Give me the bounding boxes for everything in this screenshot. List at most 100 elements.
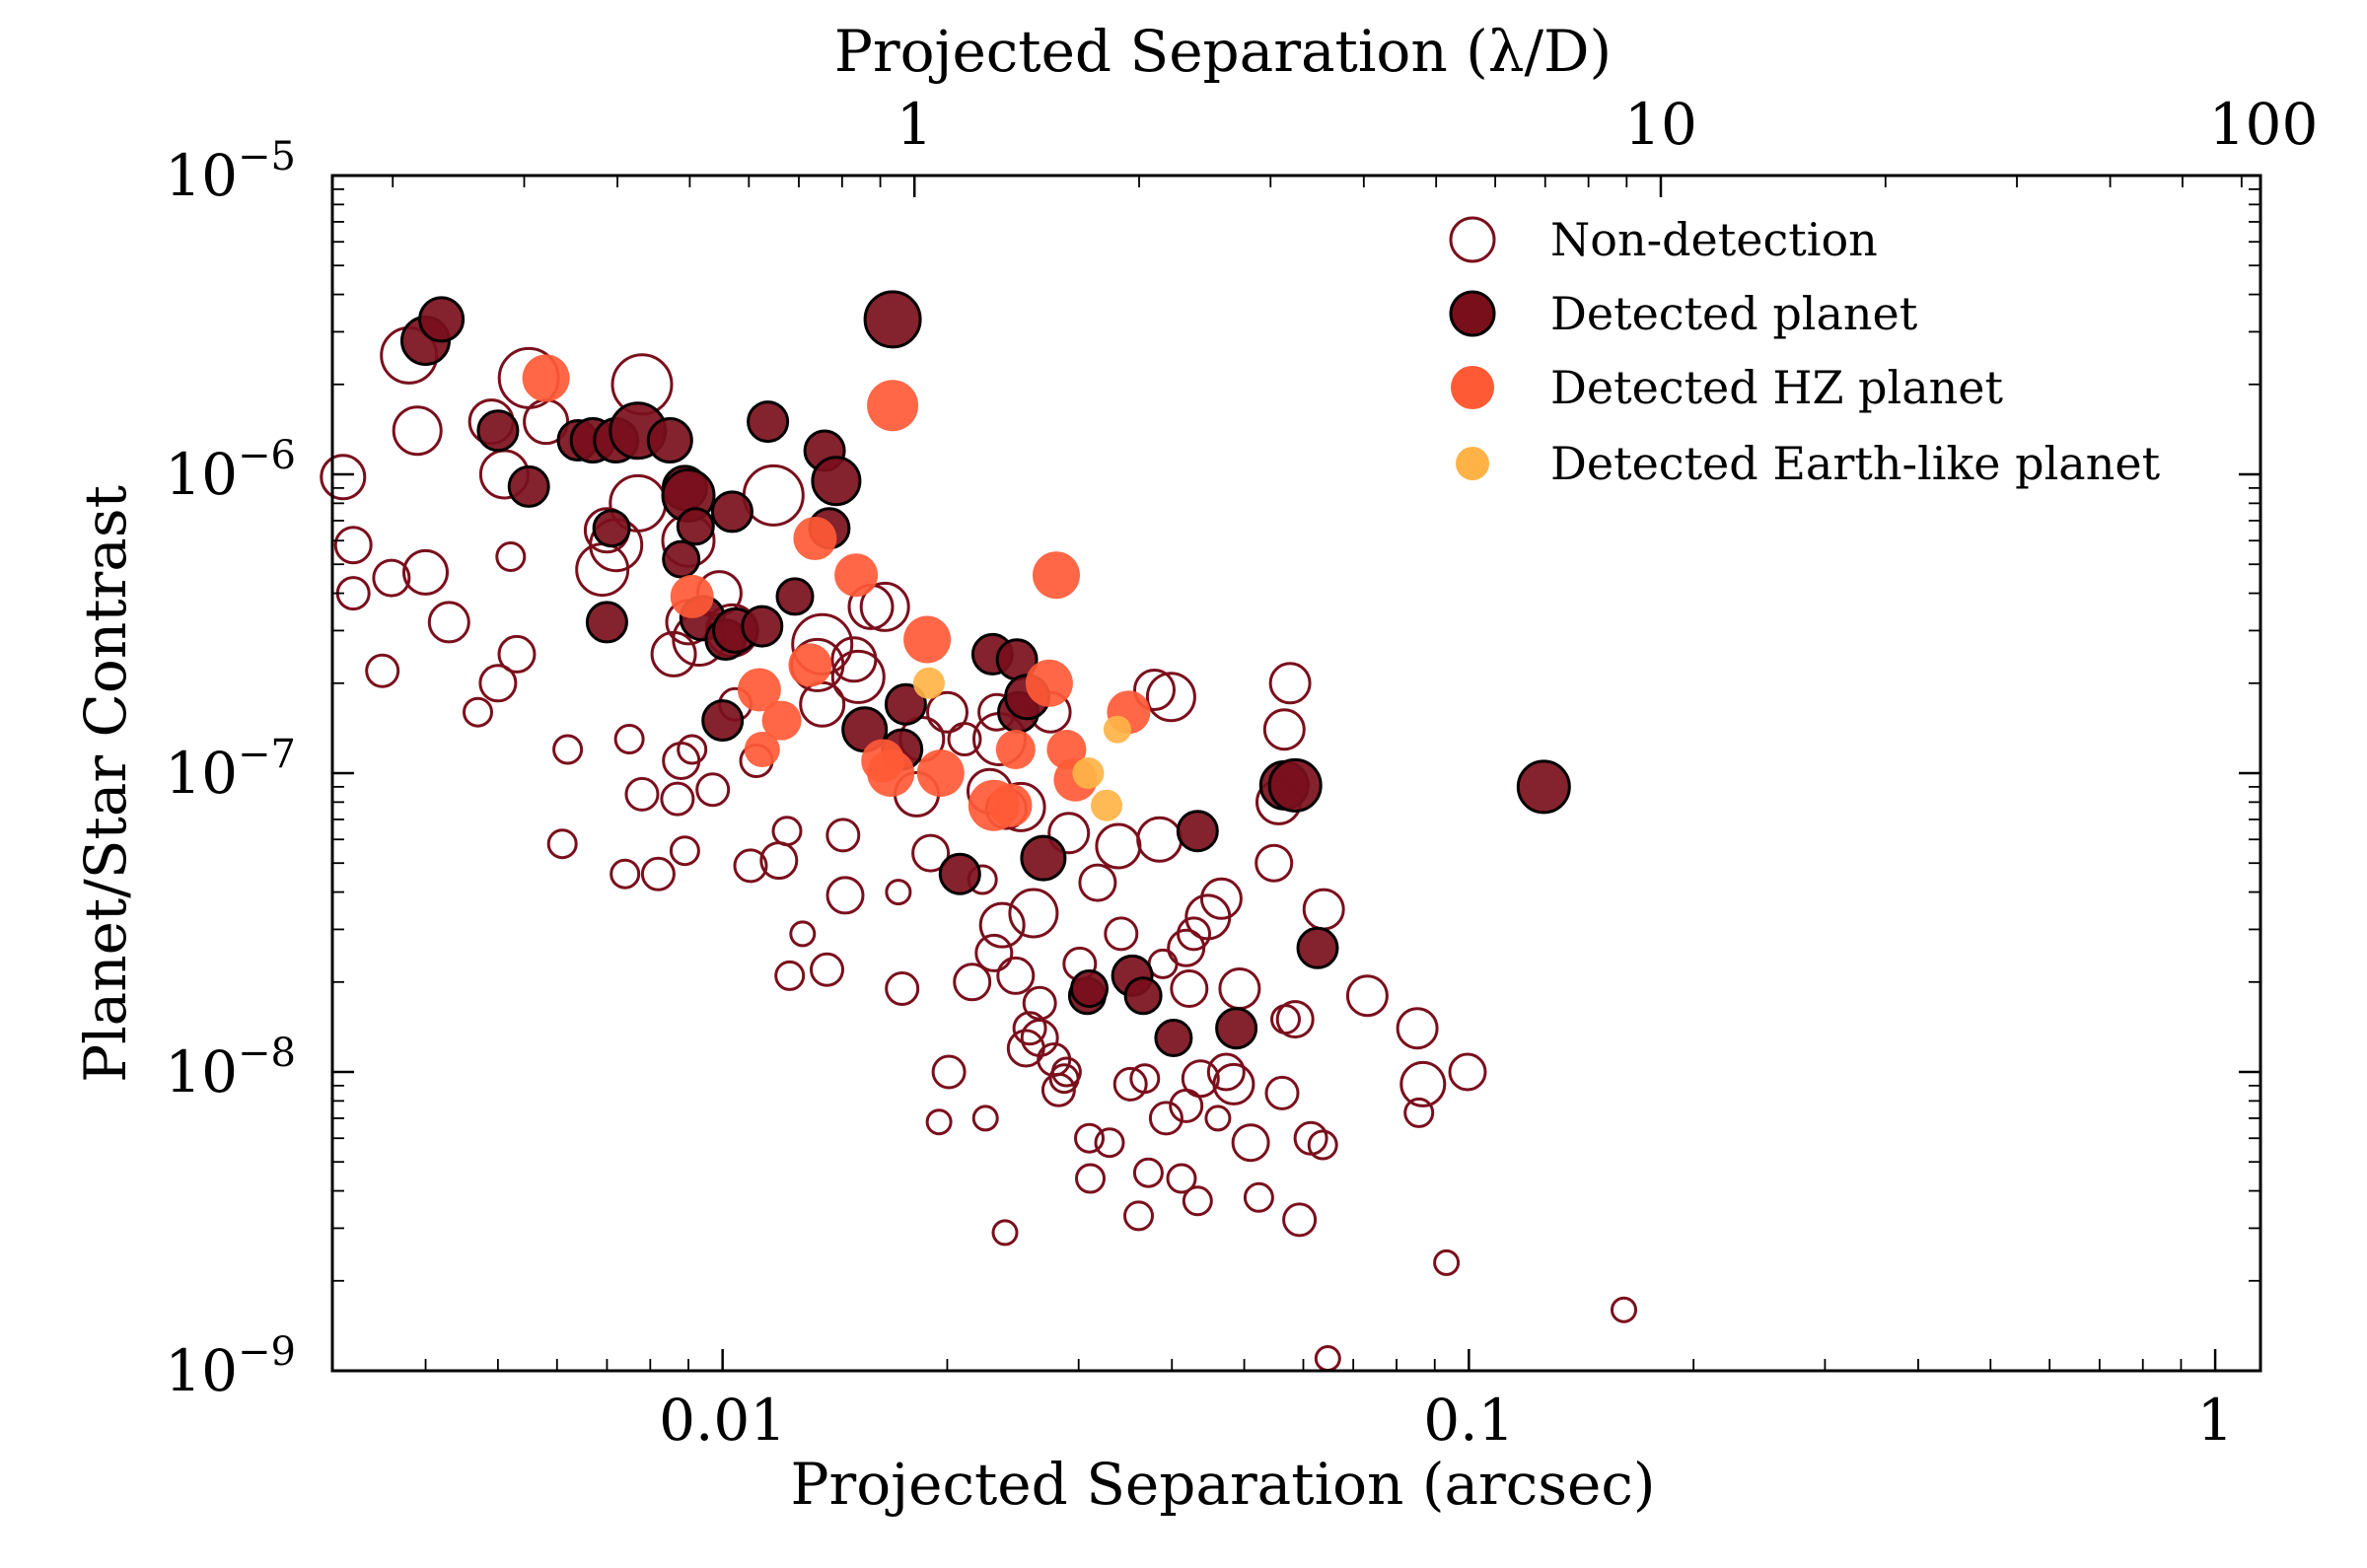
non-detection-point — [640, 856, 676, 891]
detected-planet-point — [1123, 976, 1163, 1016]
detected-planet-point — [476, 409, 520, 453]
detected-planet-point — [863, 290, 922, 349]
non-detection-point — [546, 828, 578, 860]
non-detection-point — [372, 558, 411, 598]
legend-marker — [1449, 290, 1496, 337]
non-detection-point — [1074, 1122, 1105, 1154]
non-detection-point — [1104, 916, 1139, 952]
non-detection-point — [825, 876, 865, 915]
x2-tick-label: 10 — [1624, 91, 1697, 158]
non-detection-point — [1433, 1248, 1461, 1276]
non-detection-point — [495, 541, 527, 572]
non-detection-point — [1012, 1011, 1047, 1046]
non-detection-point — [1268, 662, 1312, 705]
detected-planet-point — [585, 601, 628, 644]
non-detection-point — [613, 724, 645, 754]
non-detection-point — [1218, 967, 1261, 1010]
detected-planet-point — [1154, 1019, 1193, 1057]
detected-planet-point — [938, 852, 981, 895]
non-detection-point — [624, 776, 660, 812]
non-detection-point — [1133, 669, 1176, 711]
detected-planet-point — [592, 509, 631, 548]
non-detection-point — [931, 1054, 967, 1090]
non-detection-point — [1008, 888, 1059, 939]
non-detection-point — [662, 742, 701, 780]
non-detection-point — [402, 548, 449, 596]
non-detection-point — [1078, 863, 1117, 902]
non-detection-point — [771, 816, 803, 847]
non-detection-point — [1148, 1101, 1184, 1136]
non-detection-point — [1399, 1060, 1447, 1107]
labels-layer: Projected Separation (arcsec) Projected … — [72, 18, 1655, 1518]
detected-hz-planet-point — [522, 354, 570, 402]
non-detection-point — [926, 690, 968, 734]
non-detection-point — [1166, 1163, 1197, 1194]
non-detection-point — [1396, 1007, 1439, 1050]
detected-planet-point — [701, 699, 745, 743]
legend-marker — [1456, 447, 1489, 480]
non-detection-point — [971, 1105, 999, 1132]
detected-hz-planet-point — [995, 730, 1036, 769]
x2-axis-label: Projected Separation (λ/D) — [834, 18, 1612, 85]
non-detection-point — [1177, 916, 1211, 952]
detected-planet-point — [811, 456, 862, 507]
detected-planet-point — [1516, 759, 1571, 815]
non-detection-point — [392, 405, 443, 457]
non-detection-point — [1040, 1072, 1076, 1107]
detected-earth-like-planet-point — [912, 667, 945, 699]
non-detection-point — [1302, 888, 1345, 931]
x-tick-label: 0.01 — [659, 1387, 786, 1454]
detected-hz-planet-point — [761, 700, 802, 741]
detected-hz-planet-point — [903, 615, 952, 664]
x-tick-label: 1 — [2197, 1387, 2234, 1454]
non-detection-point — [660, 781, 695, 817]
non-detection-point — [953, 962, 992, 1002]
legend-marker — [1449, 216, 1496, 263]
non-detection-point — [974, 933, 1014, 972]
non-detection-point — [825, 818, 861, 853]
non-detection-point — [1112, 1066, 1148, 1102]
non-detection-point — [1094, 1127, 1125, 1159]
non-detection-point — [1448, 1052, 1487, 1092]
detected-hz-planet-point — [744, 732, 780, 767]
non-detection-point — [463, 696, 493, 728]
detected-hz-planet-point — [793, 517, 837, 560]
non-detection-point — [774, 960, 806, 991]
detected-hz-planet-point — [988, 783, 1033, 827]
detected-planet-point — [662, 539, 701, 579]
non-detection-point — [1182, 1185, 1213, 1217]
y-tick-label: 10−6 — [165, 433, 296, 508]
non-detection-point — [1047, 812, 1091, 855]
non-detection-point — [1095, 822, 1142, 870]
non-detection-point — [1255, 843, 1294, 883]
non-detection-point — [1132, 1157, 1164, 1188]
detected-hz-planet-point — [867, 380, 919, 432]
non-detection-point — [1243, 1181, 1274, 1213]
detected-planet-point — [676, 507, 715, 546]
non-detection-point — [1212, 1062, 1255, 1105]
non-detection-point — [1262, 708, 1306, 751]
non-detection-point — [1206, 1052, 1246, 1092]
non-detection-point — [695, 772, 731, 808]
non-detection-point — [1129, 1063, 1161, 1095]
non-detection-point — [830, 649, 886, 704]
y-axis-label: Planet/Star Contrast — [72, 485, 139, 1083]
detected-hz-planet-point — [834, 553, 879, 598]
non-detection-point — [1170, 969, 1209, 1008]
y-tick-label: 10−7 — [165, 732, 296, 807]
legend: Non-detection Detected planet Detected HZ … — [1449, 213, 2161, 490]
non-detection-point — [978, 901, 1026, 949]
detected-hz-planet-point — [737, 668, 781, 712]
non-detection-point — [1136, 816, 1184, 863]
detected-planet-point — [507, 464, 550, 508]
non-detection-point — [925, 1108, 953, 1136]
detected-earth-like-planet-point — [1091, 789, 1122, 821]
non-detection-point — [552, 734, 584, 765]
non-detection-point — [365, 653, 400, 688]
detected-planet-point — [1296, 926, 1339, 969]
points-layer — [320, 290, 1637, 1372]
non-detection-point — [911, 833, 951, 873]
non-detection-point — [885, 879, 912, 906]
detected-hz-planet-point — [916, 749, 965, 797]
